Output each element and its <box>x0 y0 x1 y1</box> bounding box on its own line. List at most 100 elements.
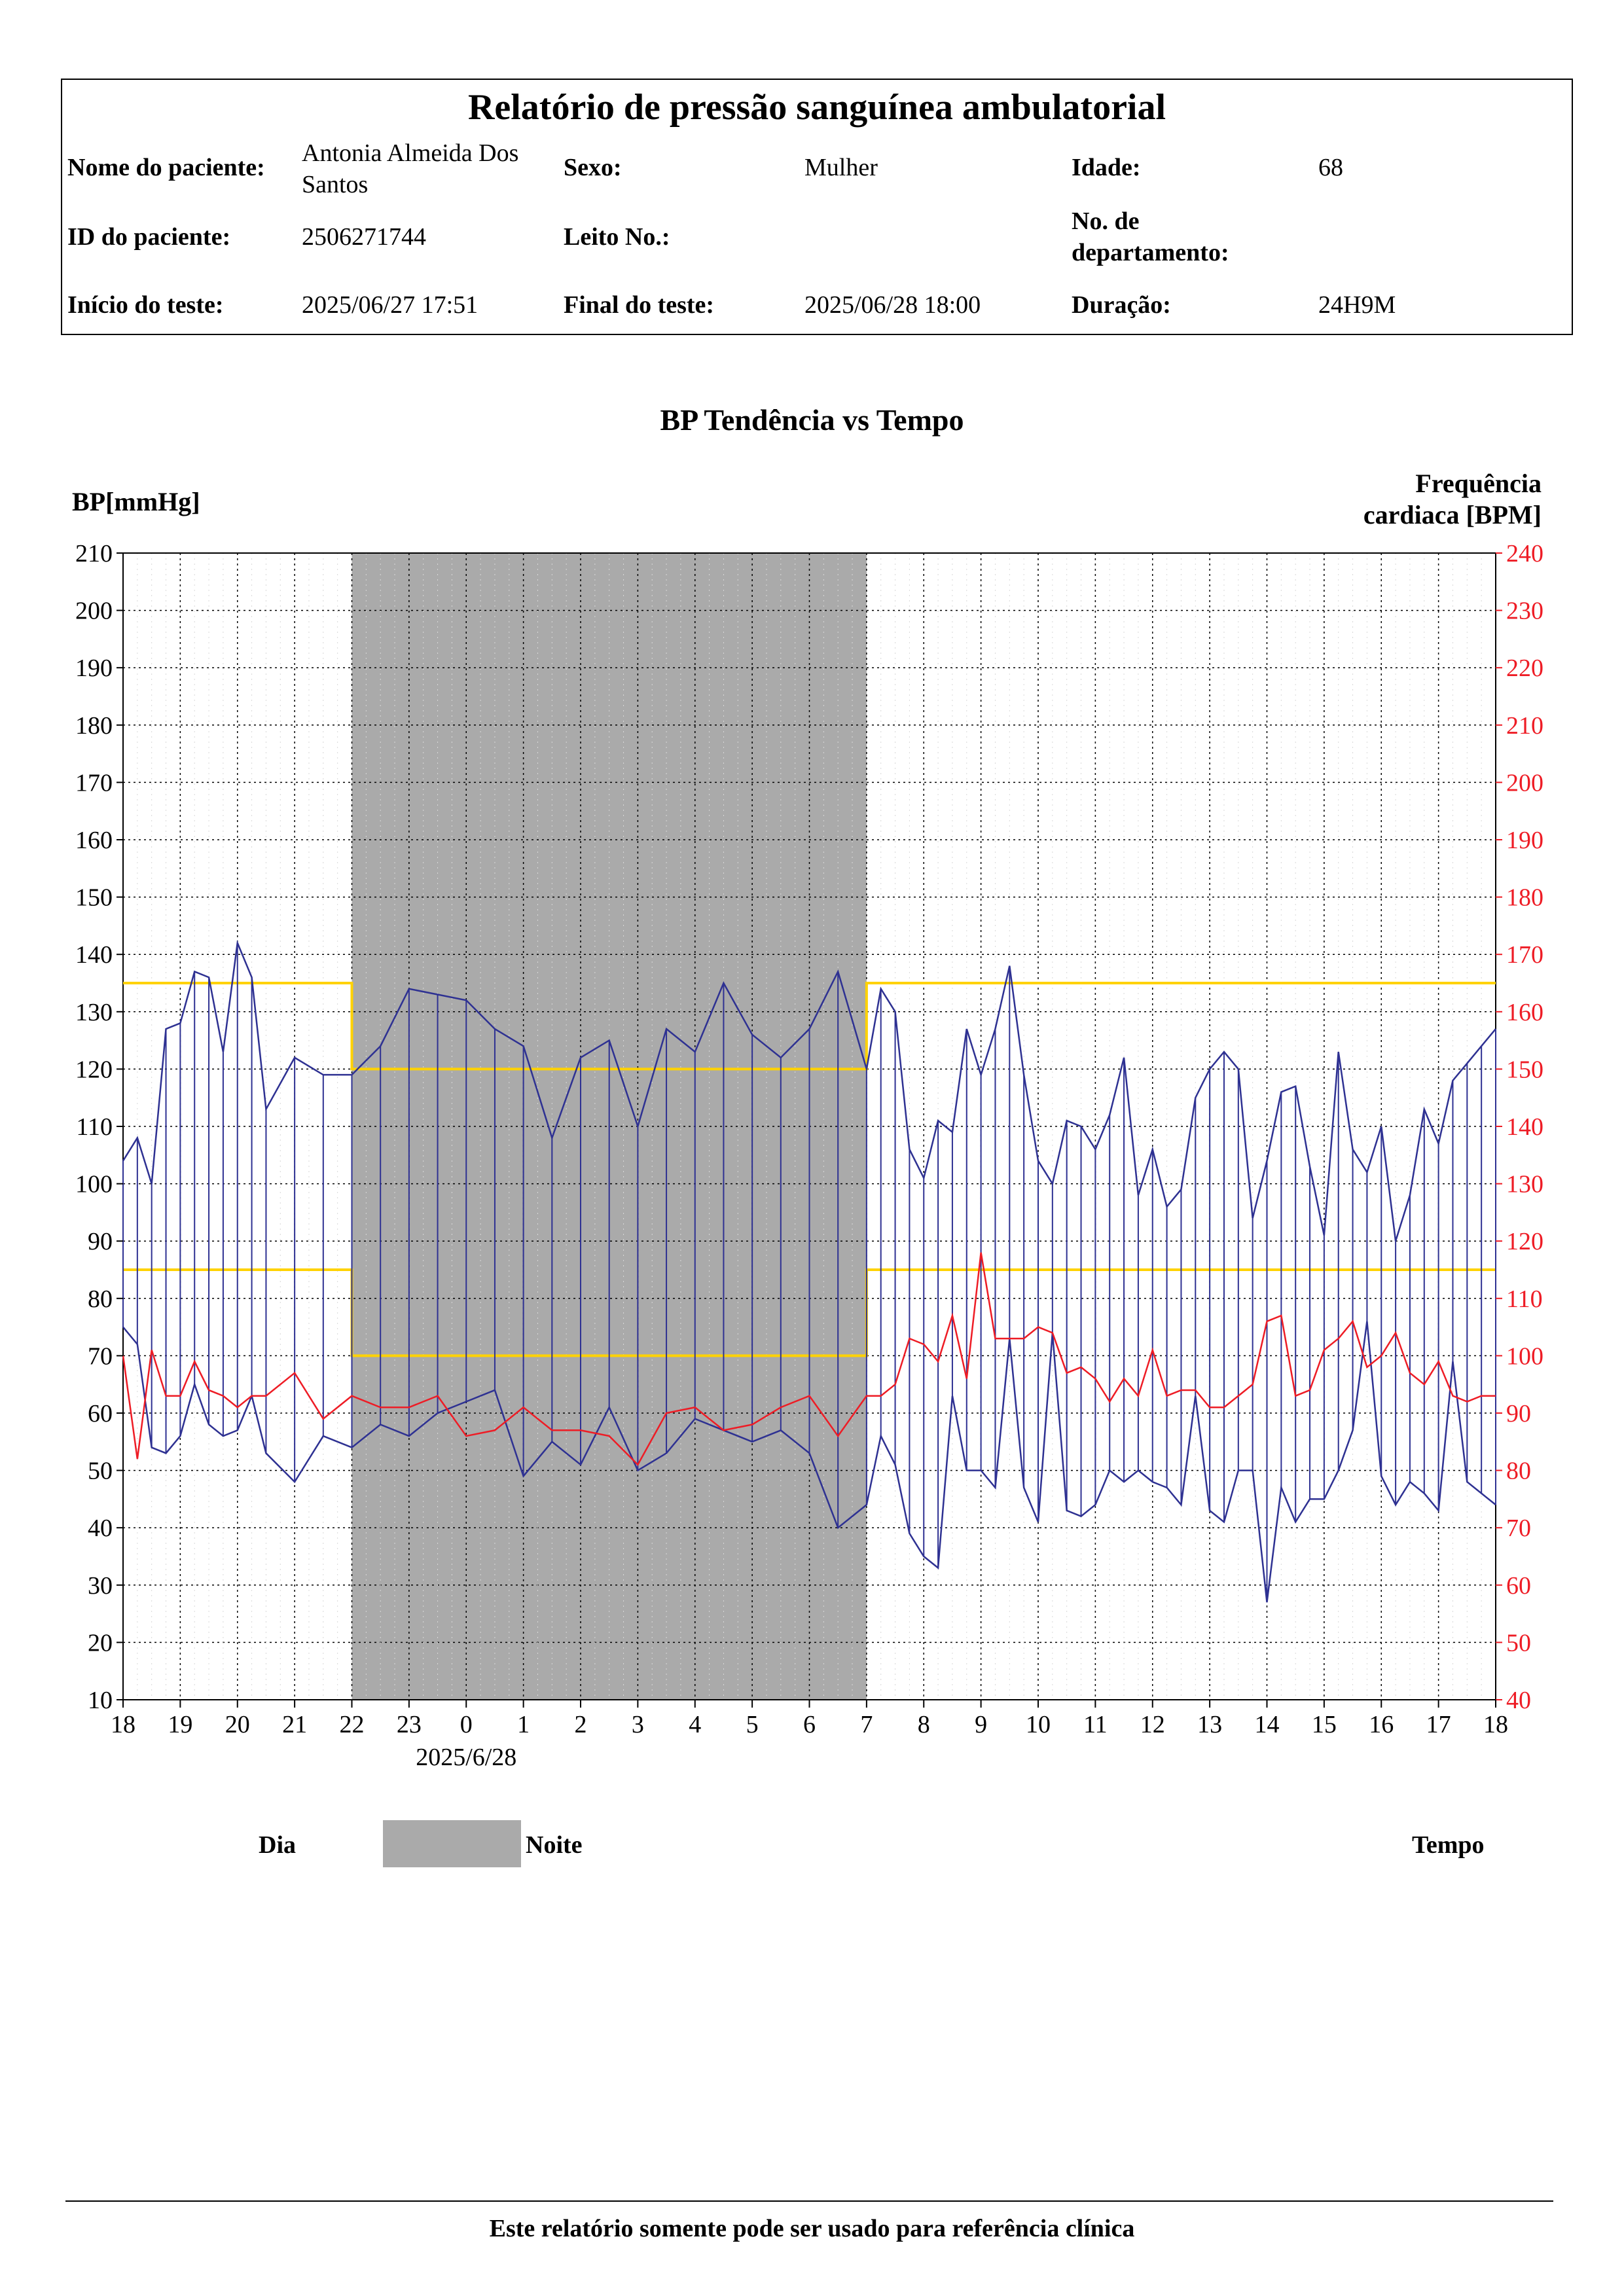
x-tick-label: 12 <box>1140 1711 1165 1738</box>
y-tick-label: 170 <box>75 769 113 797</box>
x-tick-label: 18 <box>1483 1711 1508 1738</box>
x-tick-label: 15 <box>1312 1711 1337 1738</box>
x-tick-label: 23 <box>397 1711 422 1738</box>
y2-tick-label: 40 <box>1506 1687 1531 1714</box>
y-tick-label: 200 <box>75 598 113 625</box>
y2-tick-label: 110 <box>1506 1285 1543 1313</box>
start-label: Início do teste: <box>67 291 224 319</box>
y2-tick-label: 240 <box>1506 540 1543 567</box>
legend-night-swatch <box>383 1820 521 1867</box>
age-value: 68 <box>1318 154 1343 181</box>
x-tick-label: 18 <box>111 1711 135 1738</box>
y-tick-label: 50 <box>88 1458 113 1485</box>
y2-tick-label: 150 <box>1506 1056 1543 1083</box>
start-value: 2025/06/27 17:51 <box>302 291 478 319</box>
y2-tick-label: 70 <box>1506 1515 1531 1542</box>
y-tick-label: 130 <box>75 999 113 1026</box>
x-tick-label: 7 <box>860 1711 873 1738</box>
y2-tick-label: 90 <box>1506 1400 1531 1427</box>
bed-label: Leito No.: <box>564 223 670 251</box>
x-tick-label: 9 <box>975 1711 987 1738</box>
heart-rate-line <box>122 1252 1496 1466</box>
x-axis-label: Tempo <box>1412 1831 1485 1859</box>
report-title: Relatório de pressão sanguínea ambulator… <box>467 87 1166 128</box>
patient-id-value: 2506271744 <box>302 223 426 251</box>
y-axis-title: BP[mmHg] <box>72 487 200 516</box>
y-tick-label: 160 <box>75 827 113 854</box>
x-tick-label: 22 <box>340 1711 365 1738</box>
y2-tick-label: 140 <box>1506 1113 1543 1141</box>
y2-tick-label: 100 <box>1506 1342 1543 1370</box>
x-tick-label: 4 <box>689 1711 701 1738</box>
x-tick-label: 2 <box>575 1711 587 1738</box>
y-tick-label: 80 <box>88 1285 113 1313</box>
end-value: 2025/06/28 18:00 <box>804 291 981 319</box>
patient-id-label: ID do paciente: <box>67 223 231 251</box>
y-tick-label: 70 <box>88 1342 113 1370</box>
y2-tick-label: 80 <box>1506 1458 1531 1485</box>
report-header: Relatório de pressão sanguínea ambulator… <box>61 79 1573 335</box>
diastolic-line <box>122 1321 1496 1603</box>
x-tick-label: 14 <box>1255 1711 1280 1738</box>
y2-tick-label: 190 <box>1506 827 1543 854</box>
x-tick-label: 19 <box>168 1711 192 1738</box>
y-tick-label: 120 <box>75 1056 113 1083</box>
y2-tick-label: 210 <box>1506 712 1543 740</box>
y-tick-label: 110 <box>76 1113 113 1141</box>
y-tick-label: 20 <box>88 1629 113 1657</box>
y2-tick-label: 50 <box>1506 1629 1531 1657</box>
date-label: 2025/6/28 <box>416 1744 516 1771</box>
x-tick-label: 11 <box>1083 1711 1108 1738</box>
y2-tick-label: 170 <box>1506 941 1543 969</box>
y2-tick-label: 200 <box>1506 769 1543 797</box>
chart-title: BP Tendência vs Tempo <box>660 403 964 437</box>
x-tick-label: 1 <box>517 1711 530 1738</box>
duration-label: Duração: <box>1072 291 1171 319</box>
x-tick-label: 10 <box>1026 1711 1051 1738</box>
sex-label: Sexo: <box>564 154 622 181</box>
legend-night-label: Noite <box>526 1831 583 1859</box>
y2-tick-label: 60 <box>1506 1572 1531 1600</box>
y-tick-label: 90 <box>88 1228 113 1255</box>
systolic-line <box>122 939 1496 1242</box>
y-tick-label: 60 <box>88 1400 113 1427</box>
y2-tick-label: 160 <box>1506 999 1543 1026</box>
y2-axis-title-line2: cardiaca [BPM] <box>1363 500 1542 529</box>
y-tick-label: 150 <box>75 884 113 912</box>
y-tick-label: 100 <box>75 1171 113 1198</box>
duration-value: 24H9M <box>1318 291 1396 319</box>
y2-tick-label: 230 <box>1506 598 1543 625</box>
y-tick-label: 40 <box>88 1515 113 1542</box>
y2-axis-title-line1: Frequência <box>1415 469 1542 498</box>
patient-name-label: Nome do paciente: <box>67 154 265 181</box>
x-tick-label: 6 <box>803 1711 816 1738</box>
department-label: No. de departamento: <box>1072 207 1229 266</box>
legend-day-label: Dia <box>259 1831 296 1859</box>
y-tick-label: 10 <box>88 1687 113 1714</box>
x-tick-label: 17 <box>1426 1711 1451 1738</box>
x-tick-label: 21 <box>282 1711 307 1738</box>
x-tick-label: 0 <box>460 1711 473 1738</box>
footer-note: Este relatório somente pode ser usado pa… <box>489 2215 1135 2242</box>
x-tick-label: 20 <box>225 1711 250 1738</box>
y-tick-label: 190 <box>75 655 113 682</box>
y-tick-label: 140 <box>75 941 113 969</box>
footer-divider <box>65 2200 1553 2202</box>
age-label: Idade: <box>1072 154 1141 181</box>
x-tick-label: 16 <box>1369 1711 1394 1738</box>
x-tick-label: 3 <box>632 1711 644 1738</box>
patient-name-value: Antonia Almeida Dos Santos <box>302 139 519 198</box>
sex-value: Mulher <box>804 154 878 181</box>
y2-tick-label: 130 <box>1506 1171 1543 1198</box>
y-tick-label: 180 <box>75 712 113 740</box>
x-tick-label: 5 <box>746 1711 759 1738</box>
x-tick-label: 13 <box>1197 1711 1222 1738</box>
y-tick-label: 30 <box>88 1572 113 1600</box>
y-tick-label: 210 <box>75 540 113 567</box>
y2-tick-label: 220 <box>1506 655 1543 682</box>
x-tick-label: 8 <box>918 1711 930 1738</box>
y2-tick-label: 120 <box>1506 1228 1543 1255</box>
end-label: Final do teste: <box>564 291 715 319</box>
y2-tick-label: 180 <box>1506 884 1543 912</box>
